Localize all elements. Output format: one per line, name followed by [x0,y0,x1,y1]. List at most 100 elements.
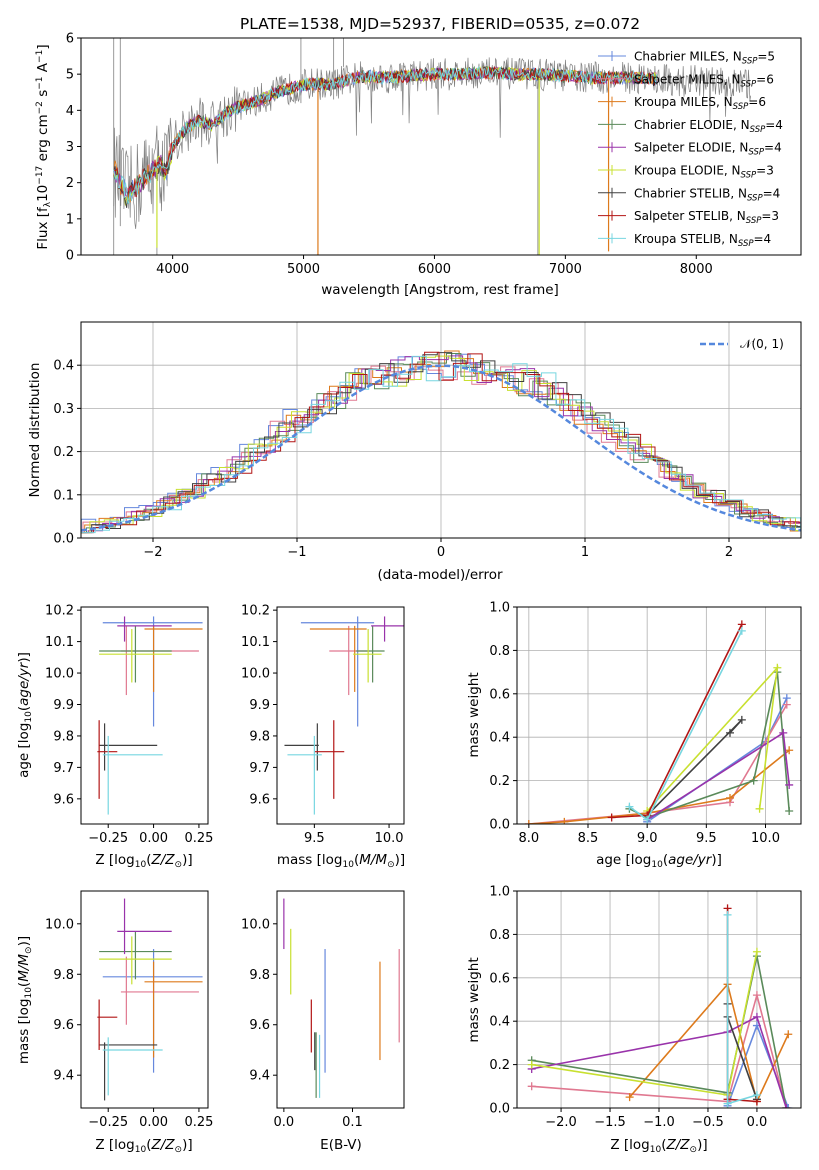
x-tick-label: 0.0 [747,1115,768,1130]
age-z-xlabel: Z [log10(Z/Z⊙)] [95,852,192,870]
mass-weight-point [726,793,734,802]
mw-vs-z-panel: −2.0 −1.5 −1.0 −0.5 0.0 0.0 0.2 0.4 0.6 0.8 1.0 Z … [466,885,802,1155]
x-tick-label: 8000 [680,262,713,277]
x-tick-label: −2 [143,545,162,560]
x-tick-label: 10.0 [375,831,404,846]
mass-weight-point [785,780,794,789]
y-tick-label: 3 [66,140,74,155]
residual-histogram [81,351,801,534]
y-tick-label: 4 [66,104,74,119]
mw-z-ylabel: mass weight [466,957,482,1042]
y-tick-label: 9.4 [53,1069,74,1084]
x-tick-label: 0.00 [139,831,168,846]
spectrum-legend: Chabrier MILES, NSSP=5 Salpeter MILES, NS… [598,50,783,249]
age-vs-z-panel: −0.25 0.00 0.25 9.6 9.7 9.8 9.9 10.0 10.1 10.2 Z … [16,604,213,870]
clipped [97,616,203,815]
residual-legend: 𝒩(0, 1) [700,337,784,351]
mass-weight-line [528,704,788,824]
x-tick-label: 10.0 [751,831,780,846]
x-tick-label: −1.0 [643,1115,675,1130]
mass-weight-point [752,947,761,956]
residual-ylabel: Normed distribution [27,363,43,498]
y-tick-label: 0.1 [53,488,74,503]
x-tick-label: 8.0 [518,831,539,846]
y-tick-label: 10.1 [241,635,270,650]
y-tick-label: 0.6 [489,971,510,986]
x-tick-label: −1 [287,545,306,560]
x-tick-label: 5000 [287,262,320,277]
mass-weight-point [779,728,788,737]
y-tick-label: 9.6 [249,1018,270,1033]
mw-age-xlabel: age [log10(age/yr)] [596,852,722,870]
legend-label: Salpeter STELIB, NSSP=3 [634,209,779,226]
legend-label: Kroupa MILES, NSSP=6 [634,95,766,112]
y-tick-label: 9.6 [249,792,270,807]
mass-weight-point [784,1030,793,1039]
residual-histogram [81,355,801,534]
y-tick-label: 10.0 [241,917,270,932]
x-tick-label: −0.5 [692,1115,724,1130]
y-tick-label: 10.1 [45,635,74,650]
clipped [97,898,203,1101]
spectrum-title: PLATE=1538, MJD=52937, FIBERID=0535, z=0… [240,15,640,33]
ebv-xlabel: E(B-V) [320,1137,362,1153]
y-tick-label: 10.2 [241,604,270,619]
mass-weight-point [785,746,794,755]
mass-weight-point [785,806,794,815]
model-spectrum [113,65,658,198]
x-tick-label: 0 [437,545,445,560]
mass-weight-point [782,700,791,709]
legend-label: Kroupa STELIB, NSSP=4 [634,232,771,249]
mass-weight-point [524,820,533,824]
mass-vs-ebv-panel: 0.0 0.1 9.4 9.6 9.8 10.0 E(B-V) [241,890,405,1153]
mass-z-xlabel: Z [log10(Z/Z⊙)] [95,1137,192,1155]
y-tick-label: 9.6 [53,1018,74,1033]
spectrum-plot-area [113,38,752,255]
y-tick-label: 0.2 [489,774,510,789]
y-tick-label: 0.8 [489,928,510,943]
x-tick-label: 1 [581,545,589,560]
grid [81,322,801,539]
x-tick-label: 7000 [549,262,582,277]
spectrum-ylabel: Flux [fλ10−17 erg cm−2 s−1 A−1] [35,44,53,249]
y-tick-label: 0.0 [489,818,510,833]
mass-weight-point [625,1093,634,1102]
y-tick-label: 1.0 [489,601,510,616]
mass-weight-point [607,813,616,822]
x-tick-label: 4000 [156,262,189,277]
x-tick-label: 9.5 [304,831,325,846]
x-tick-label: −0.25 [88,831,128,846]
mass-ylabel: mass [log10(M/M⊙)] [16,936,34,1064]
legend-label: Kroupa ELODIE, NSSP=3 [634,164,774,181]
mw-age-ylabel: mass weight [466,672,482,757]
spectrum-xlabel: wavelength [Angstrom, rest frame] [321,282,559,298]
residual-xlabel: (data-model)/error [377,567,503,583]
spectrum-ticks: 4000 5000 6000 7000 8000 0 1 2 3 4 5 6 [66,32,713,278]
clipped [524,620,794,824]
y-tick-label: 0.8 [489,644,510,659]
x-tick-label: 0.25 [184,831,213,846]
y-tick-label: 9.8 [53,968,74,983]
y-tick-label: 0.2 [489,1058,510,1073]
mass-weight-point [723,1099,732,1108]
y-tick-label: 10.2 [45,604,74,619]
mass-vs-z-panel: −0.25 0.00 0.25 9.4 9.6 9.8 10.0 Z [log10(Z/Z⊙… [16,890,213,1155]
y-tick-label: 9.8 [249,968,270,983]
age-vs-mass-panel: 9.5 10.0 9.6 9.7 9.8 9.9 10.0 10.1 10.2 mass [lo… [241,604,405,870]
y-tick-label: 10.0 [45,917,74,932]
legend-label: Chabrier MILES, NSSP=5 [634,50,775,67]
mass-weight-point [737,626,746,635]
y-tick-label: 1 [66,212,74,227]
x-tick-label: 0.25 [184,1115,213,1130]
x-tick-label: 9.5 [696,831,717,846]
y-tick-label: 10.0 [241,667,270,682]
clipped [113,38,752,255]
mass-weight-line [531,951,758,1096]
legend-label: Salpeter ELODIE, NSSP=4 [634,141,782,158]
y-tick-label: 10.0 [45,667,74,682]
mass-weight-point [737,715,746,724]
clipped [283,898,400,1098]
y-tick-label: 9.9 [249,698,270,713]
mw-vs-age-panel: 8.0 8.5 9.0 9.5 10.0 0.0 0.2 0.4 0.6 0.8 1.0 age [… [466,601,802,870]
